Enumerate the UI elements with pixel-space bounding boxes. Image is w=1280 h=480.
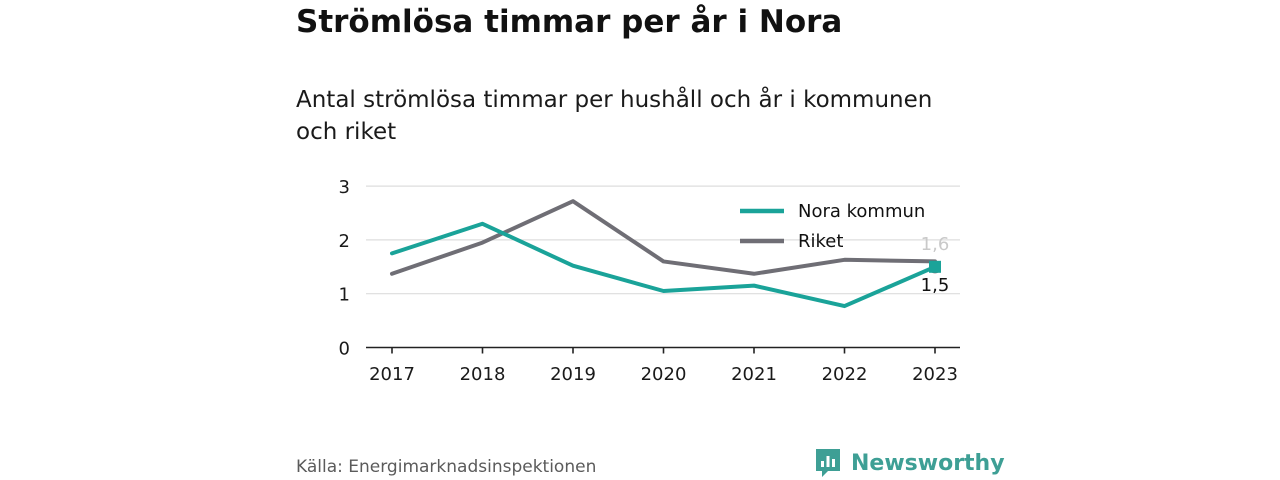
x-tick-label: 2020 — [641, 364, 687, 385]
newsworthy-logo[interactable]: Newsworthy — [814, 446, 1005, 480]
y-tick-label: 1 — [339, 285, 350, 306]
source-note: Källa: Energimarknadsinspektionen — [296, 457, 597, 477]
newsworthy-logo-text: Newsworthy — [851, 450, 1005, 476]
chart-title: Strömlösa timmar per år i Nora — [296, 4, 843, 40]
legend-label-nora: Nora kommun — [798, 201, 925, 222]
x-tick-label: 2018 — [460, 364, 506, 385]
y-tick-label: 2 — [339, 231, 350, 252]
series-line-nora — [390, 221, 937, 309]
series-line-riket — [390, 199, 937, 276]
x-tick-label: 2022 — [822, 364, 868, 385]
y-tick-label: 3 — [339, 177, 350, 198]
newsworthy-logo-icon — [816, 449, 840, 477]
x-tick-label: 2019 — [550, 364, 596, 385]
x-tick-label: 2017 — [369, 364, 415, 385]
end-label-riket: 1,6 — [921, 234, 950, 255]
end-marker-nora — [929, 260, 941, 273]
end-label-nora: 1,5 — [921, 275, 950, 296]
legend-label-riket: Riket — [798, 231, 843, 252]
x-tick-label: 2023 — [912, 364, 958, 385]
x-tick-label: 2021 — [731, 364, 777, 385]
y-tick-label: 0 — [339, 339, 350, 360]
chart-subtitle: Antal strömlösa timmar per hushåll och å… — [296, 87, 933, 145]
